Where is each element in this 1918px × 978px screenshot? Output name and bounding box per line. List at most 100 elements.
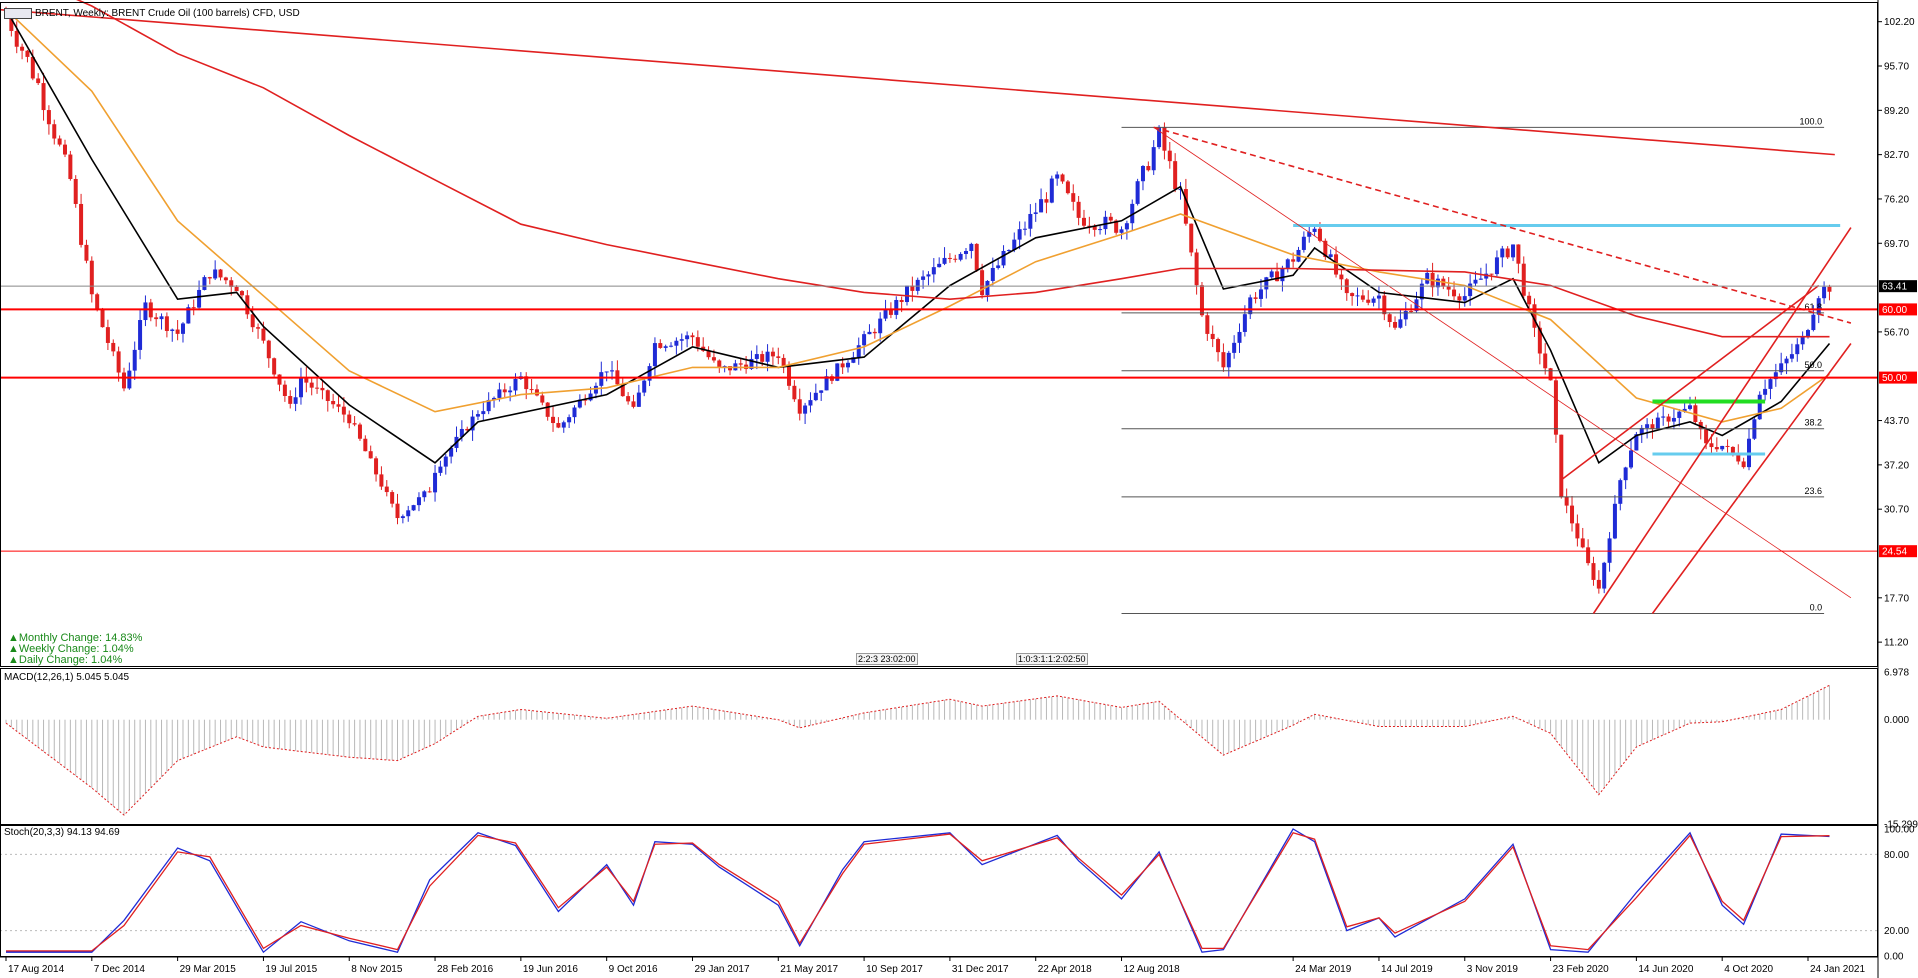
candle-body [1087, 225, 1092, 227]
candle-body [1768, 379, 1773, 389]
candle-body [277, 374, 282, 385]
candle-body [459, 428, 464, 437]
candle-body [846, 362, 851, 368]
candle-body [899, 299, 904, 303]
candle-body [1081, 217, 1086, 226]
x-tick-label: 28 Feb 2016 [437, 964, 494, 975]
candle-body [1403, 310, 1408, 320]
candle-body [1789, 354, 1794, 359]
candle-body [1811, 314, 1816, 331]
candle-body [551, 416, 556, 424]
candle-body [1623, 467, 1628, 481]
x-tick-label: 12 Aug 2018 [1124, 964, 1181, 975]
candle-body [1301, 236, 1306, 250]
candle-body [1167, 150, 1172, 162]
candle-body [1596, 579, 1601, 589]
candle-body [604, 371, 609, 373]
candle-body [1307, 231, 1312, 237]
candle-body [1682, 408, 1687, 412]
candle-body [781, 357, 786, 367]
candle-body [942, 257, 947, 264]
candle-body [127, 370, 132, 389]
x-tick-label: 7 Dec 2014 [94, 964, 146, 975]
candle-body [947, 257, 952, 259]
candle-body [486, 399, 491, 412]
candle-body [819, 390, 824, 393]
candle-body [1575, 523, 1580, 539]
candle-body [213, 269, 218, 279]
candle-body [1328, 254, 1333, 257]
candle-body [803, 405, 808, 414]
candle-body [1033, 212, 1038, 214]
candle-body [963, 250, 968, 254]
candle-body [508, 390, 513, 393]
candle-body [1484, 273, 1489, 279]
x-tick-label: 21 May 2017 [780, 964, 838, 975]
candle-body [593, 385, 598, 394]
candle-body [186, 307, 191, 324]
candle-body [1468, 283, 1473, 297]
candle-body [1006, 250, 1011, 252]
candle-body [1371, 298, 1376, 303]
candle-body [1049, 178, 1054, 203]
candle-body [1044, 199, 1049, 203]
candle-body [787, 366, 792, 386]
candle-body [282, 384, 287, 397]
x-tick-label: 14 Jul 2019 [1381, 964, 1433, 975]
candle-body [1709, 443, 1714, 448]
candle-body [95, 294, 100, 309]
stoch-line [6, 832, 1830, 952]
moving-average-line [76, 0, 1830, 338]
candle-body [170, 329, 175, 331]
candle-body [1634, 434, 1639, 451]
candle-body [1232, 342, 1237, 353]
candle-body [1076, 201, 1081, 218]
candle-body [1736, 453, 1741, 462]
candle-body [797, 399, 802, 414]
candle-body [808, 400, 813, 406]
price-tag [1879, 371, 1917, 384]
candle-body [384, 486, 389, 493]
candle-body [931, 267, 936, 275]
trend-line [1592, 227, 1852, 614]
candle-body [1001, 250, 1006, 266]
candle-body [990, 267, 995, 281]
candle-body [84, 244, 89, 261]
trend-line [1153, 126, 1852, 324]
candle-body [969, 243, 974, 251]
candle-body [1720, 445, 1725, 450]
candle-body [770, 351, 775, 357]
candle-body [776, 356, 781, 358]
candle-body [792, 385, 797, 400]
daily-change: ▲Daily Change: 1.04% [8, 654, 123, 666]
candle-body [116, 351, 121, 373]
candle-body [1559, 434, 1564, 497]
candle-body [395, 503, 400, 519]
candle-body [1714, 447, 1719, 450]
candle-body [1521, 263, 1526, 296]
x-tick-label: 29 Mar 2015 [180, 964, 237, 975]
y-tick-label: 76.20 [1884, 194, 1909, 205]
candle-body [1425, 272, 1430, 284]
candle-body [1162, 126, 1167, 151]
candle-body [1012, 239, 1017, 251]
candle-body [1446, 286, 1451, 290]
candle-body [266, 340, 271, 359]
candle-body [1489, 273, 1494, 275]
candle-body [36, 78, 41, 84]
symbol-header: BRENT, Weekly: BRENT Crude Oil (100 barr… [4, 8, 300, 19]
candle-body [79, 203, 84, 245]
y-tick-label: 82.70 [1884, 150, 1909, 161]
candle-body [427, 491, 432, 493]
x-tick-label: 9 Oct 2016 [609, 964, 658, 975]
candle-body [1586, 547, 1591, 564]
candle-body [304, 377, 309, 383]
candle-body [30, 56, 35, 79]
candle-body [143, 302, 148, 321]
candle-body [1065, 181, 1070, 194]
price-tag [1879, 545, 1917, 558]
x-tick-label: 19 Jun 2016 [523, 964, 578, 975]
candle-body [1221, 352, 1226, 368]
